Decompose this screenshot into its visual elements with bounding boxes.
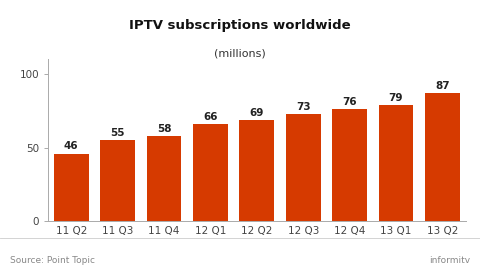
- Text: Source: Point Topic: Source: Point Topic: [10, 256, 95, 265]
- Text: (millions): (millions): [214, 49, 266, 59]
- Text: IPTV subscriptions worldwide: IPTV subscriptions worldwide: [129, 19, 351, 32]
- Bar: [193, 124, 228, 221]
- Bar: [332, 109, 367, 221]
- Text: 58: 58: [157, 124, 171, 134]
- Bar: [286, 114, 321, 221]
- Text: 46: 46: [64, 141, 79, 151]
- Bar: [146, 136, 181, 221]
- Text: 87: 87: [435, 81, 450, 91]
- Text: 55: 55: [110, 128, 125, 138]
- Text: 76: 76: [342, 97, 357, 107]
- Text: 73: 73: [296, 102, 311, 112]
- Text: informitv: informitv: [429, 256, 470, 265]
- Text: 69: 69: [250, 107, 264, 117]
- Bar: [240, 120, 274, 221]
- Bar: [379, 105, 413, 221]
- Bar: [54, 154, 89, 221]
- Bar: [425, 93, 460, 221]
- Text: 66: 66: [203, 112, 217, 122]
- Bar: [100, 140, 135, 221]
- Text: 79: 79: [389, 93, 403, 103]
